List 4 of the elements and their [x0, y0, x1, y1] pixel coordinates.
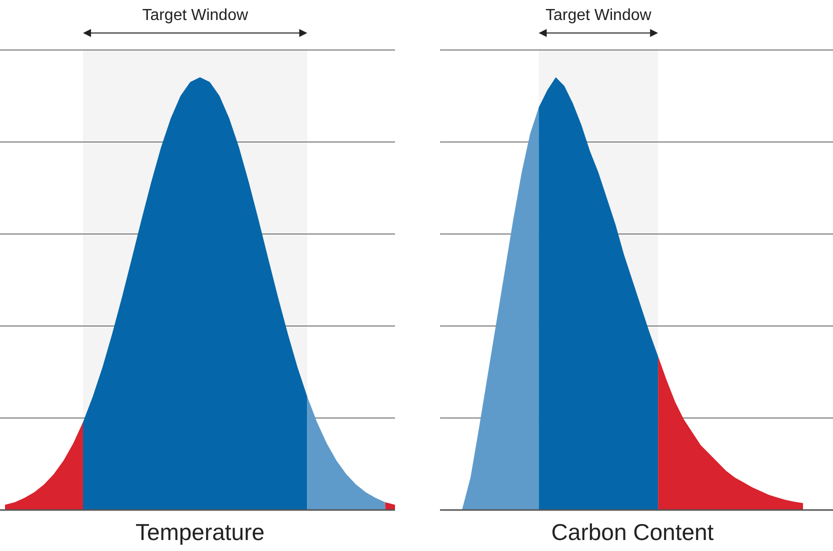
text: Target Window — [545, 7, 652, 24]
text: Target Window — [142, 7, 248, 24]
x-axis-title: Temperature — [135, 519, 265, 545]
x-axis-title: Carbon Content — [551, 519, 714, 545]
